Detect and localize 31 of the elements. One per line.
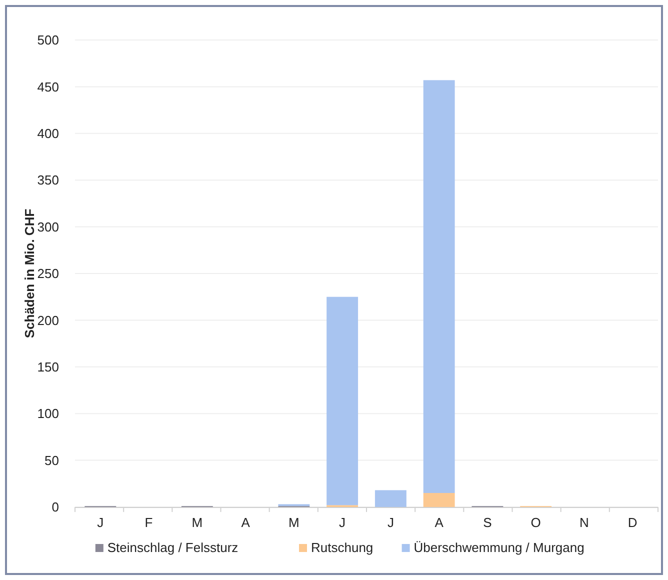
x-tick-label: M (192, 515, 203, 530)
y-tick-label: 100 (37, 406, 59, 422)
bar (326, 296, 358, 506)
y-tick-label: 350 (37, 172, 59, 188)
bar (423, 80, 455, 493)
y-tick-label: 150 (37, 359, 59, 374)
y-tick-label: 200 (37, 312, 59, 328)
y-axis-title: Schäden in Mio. CHF (22, 208, 37, 338)
legend-label: Überschwemmung / Murgang (414, 540, 584, 555)
x-tick-label: N (580, 515, 589, 530)
y-tick-label: 400 (37, 126, 59, 141)
y-tick-label: 500 (37, 32, 59, 48)
y-tick-label: 450 (37, 79, 59, 94)
x-tick-label: A (241, 515, 250, 530)
y-tick-label: 250 (37, 266, 59, 282)
x-tick-label: M (288, 515, 300, 530)
y-tick-label: 300 (37, 219, 59, 234)
legend-label: Rutschung (311, 540, 374, 555)
x-tick-label: A (434, 515, 444, 530)
bar (374, 490, 406, 507)
x-tick-label: J (339, 515, 346, 530)
bar (423, 492, 455, 507)
legend-label: Steinschlag / Felssturz (107, 540, 238, 555)
x-tick-label: J (387, 515, 394, 530)
x-tick-label: D (628, 515, 638, 530)
x-tick-label: J (97, 515, 104, 530)
y-tick-label: 0 (52, 500, 59, 515)
x-tick-label: S (483, 515, 492, 530)
y-tick-label: 50 (44, 452, 59, 468)
x-tick-label: O (530, 515, 541, 530)
x-tick-label: F (144, 515, 153, 530)
